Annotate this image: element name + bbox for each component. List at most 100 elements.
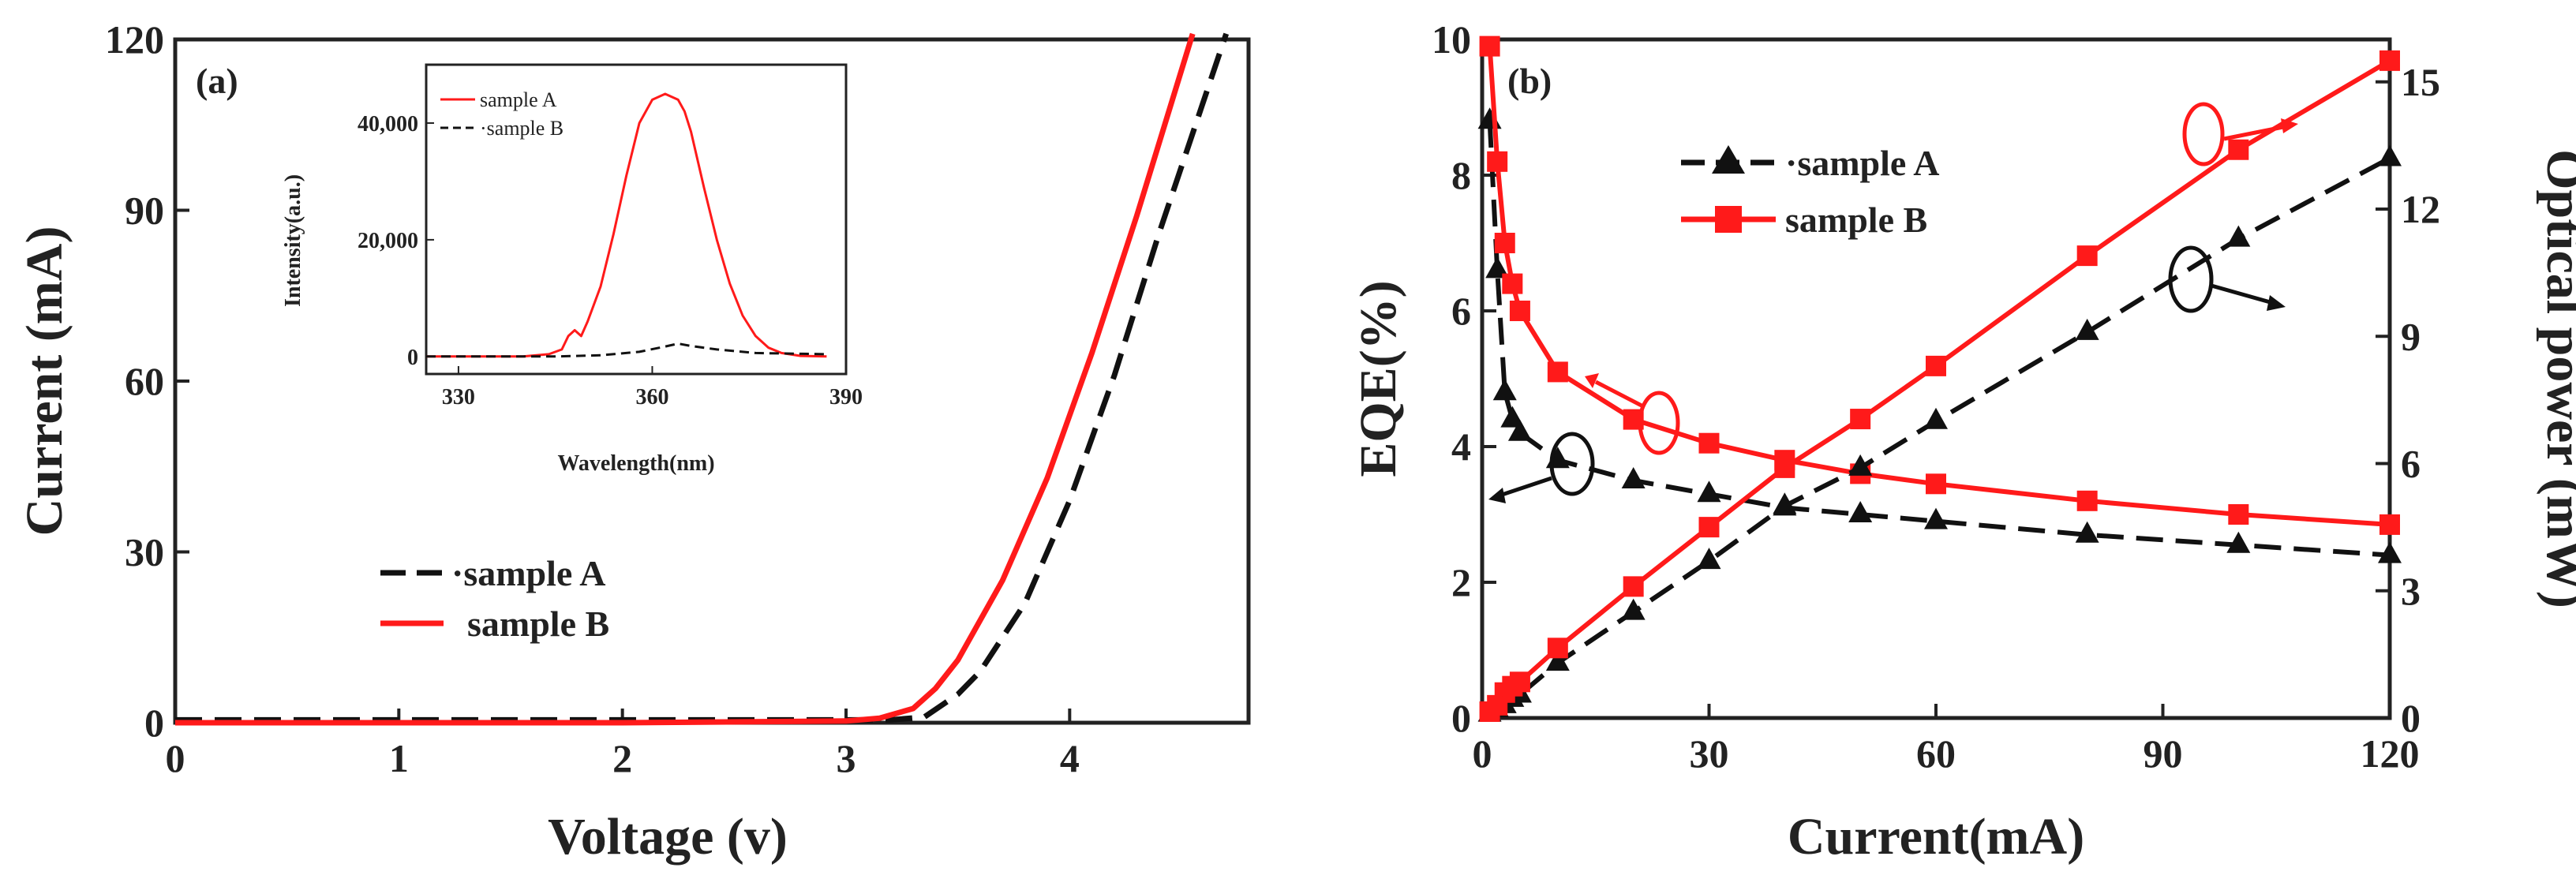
annotation-circle-a-eqe xyxy=(1549,432,1595,496)
x-tick-label: 1 xyxy=(389,736,409,780)
legend-marker-sample-b xyxy=(1715,206,1742,233)
inset-x-axis-title: Wavelength(nm) xyxy=(557,451,714,476)
data-point-sample-b-power xyxy=(1509,671,1530,693)
annotation-arrow-a-eqe xyxy=(1499,476,1552,498)
right-y-tick-label: 12 xyxy=(2401,187,2440,231)
data-point-sample-a-eqe xyxy=(1507,419,1532,441)
x-tick-label: 60 xyxy=(1916,731,1956,776)
data-point-sample-b-eqe xyxy=(1502,273,1523,294)
inset-y-tick-label: 40,000 xyxy=(358,112,418,136)
y-tick-label: 90 xyxy=(125,189,164,233)
y-tick-label: 60 xyxy=(125,359,164,403)
panel-b-label: (b) xyxy=(1507,61,1552,101)
data-point-sample-b-eqe xyxy=(2076,490,2098,511)
inset-y-tick-label: 0 xyxy=(407,346,418,370)
annotation-circle-a-power xyxy=(2168,245,2214,313)
panel-b-y-axis-title: EQE(%) xyxy=(1350,280,1407,477)
y-tick-label: 10 xyxy=(1432,17,1471,62)
panel-b-right-axis-title: Optical power (mW) xyxy=(2536,149,2576,608)
data-point-sample-a-power xyxy=(1621,598,1646,620)
inset-legend-label-sample-a: sample A xyxy=(480,88,557,111)
panel-b-chart: 0 30 60 90 120 0 2 4 6 8 10 0 3 6 9 12 15 (b) Current(… xyxy=(1350,17,2576,866)
y-tick-label: 8 xyxy=(1451,153,1471,197)
legend-label-sample-a: ·sample A xyxy=(451,553,606,593)
series-line-sample-b xyxy=(175,32,1196,726)
inset-series-line-sample-a xyxy=(426,92,827,358)
panel-a-y-axis-title: Current (mA) xyxy=(16,226,73,537)
inset-plot-frame xyxy=(425,63,848,376)
annotation-circle-b-power xyxy=(2182,102,2225,166)
data-point-sample-b-eqe xyxy=(1479,36,1500,57)
data-point-sample-a-power xyxy=(1848,454,1873,476)
series-line-sample-a xyxy=(175,32,1230,723)
x-tick-label: 120 xyxy=(2361,731,2420,776)
data-point-sample-b-power xyxy=(1926,355,1946,376)
panel-b-legend: ·sample A sample B xyxy=(1681,143,1940,240)
series-line-sample-a-power xyxy=(1488,155,2391,716)
inset-x-tick-label: 330 xyxy=(442,385,475,409)
data-point-sample-a-eqe xyxy=(2075,521,2099,543)
data-point-sample-b-eqe xyxy=(2228,504,2249,525)
legend-label-sample-b: sample B xyxy=(467,604,609,644)
right-y-tick-label: 9 xyxy=(2401,314,2421,358)
panel-b-x-axis-title: Current(mA) xyxy=(1788,808,2084,866)
series-line-sample-b-eqe xyxy=(1487,46,2391,527)
x-tick-label: 0 xyxy=(166,736,185,780)
x-tick-label: 90 xyxy=(2144,731,2183,776)
data-point-sample-b-power xyxy=(1547,638,1568,659)
annotation-arrow-b-power xyxy=(2223,124,2288,141)
data-point-sample-a-eqe xyxy=(2378,541,2402,563)
data-point-sample-a-power xyxy=(2226,225,2251,247)
panel-a-chart: 0 1 2 3 4 0 30 60 90 120 (a) Voltage (v) Current… xyxy=(16,17,1251,866)
y-tick-label: 0 xyxy=(1451,696,1471,740)
x-tick-label: 0 xyxy=(1473,731,1492,776)
y-tick-label: 0 xyxy=(144,701,164,745)
data-point-sample-a-eqe xyxy=(1697,481,1721,503)
annotation-arrowhead-b-power xyxy=(2281,118,2298,133)
right-y-tick-label: 0 xyxy=(2401,696,2421,740)
inset-x-tick-label: 360 xyxy=(635,385,668,409)
y-tick-label: 30 xyxy=(125,530,164,574)
y-tick-label: 4 xyxy=(1451,424,1471,469)
data-point-sample-b-eqe xyxy=(1494,233,1515,253)
data-point-sample-a-power xyxy=(1924,407,1948,429)
x-tick-label: 4 xyxy=(1060,736,1080,780)
data-point-sample-b-eqe xyxy=(1547,361,1568,383)
inset-series-line-sample-b xyxy=(426,342,827,358)
legend-label-sample-a-b: ·sample A xyxy=(1785,143,1940,183)
data-point-sample-a-eqe xyxy=(1848,501,1873,522)
inset-x-tick-label: 390 xyxy=(829,385,863,409)
annotation-arrowhead-b-eqe xyxy=(1585,373,1599,388)
legend-label-sample-b-b: sample B xyxy=(1785,200,1927,240)
data-point-sample-a-power xyxy=(1697,548,1721,570)
x-tick-label: 3 xyxy=(837,736,856,780)
data-point-sample-a-eqe xyxy=(1621,467,1646,488)
data-point-sample-a-power xyxy=(1773,492,1797,514)
annotations xyxy=(1488,102,2298,503)
data-point-sample-a-power xyxy=(2378,144,2402,166)
data-point-sample-a-power xyxy=(1545,649,1570,671)
inset-y-axis-title: Intensity(a.u.) xyxy=(281,174,305,307)
panel-a-legend: ·sample A sample B xyxy=(380,553,609,644)
data-point-sample-b-eqe xyxy=(1926,473,1946,495)
annotation-arrow-a-power xyxy=(2211,283,2274,305)
data-point-sample-b-eqe xyxy=(1509,301,1530,321)
series-line-sample-b-power xyxy=(1488,58,2391,714)
annotation-circle-b-eqe xyxy=(1638,391,1680,455)
annotation-arrow-b-eqe xyxy=(1594,380,1643,408)
data-point-sample-a-eqe xyxy=(1545,447,1570,469)
data-point-sample-a-eqe xyxy=(1492,379,1517,401)
data-point-sample-b-power xyxy=(2228,139,2249,160)
data-point-sample-a-eqe xyxy=(2226,531,2251,553)
inset-y-tick-label: 20,000 xyxy=(358,229,418,253)
data-point-sample-b-power xyxy=(2379,50,2400,71)
data-point-sample-b-eqe xyxy=(1698,432,1720,454)
data-point-sample-b-power xyxy=(1623,576,1644,597)
right-y-tick-label: 3 xyxy=(2401,569,2421,613)
legend-marker-sample-a xyxy=(1712,145,1745,174)
data-point-sample-a-eqe xyxy=(1924,507,1948,529)
data-point-sample-a-power xyxy=(2075,318,2099,340)
data-point-sample-b-power xyxy=(2076,245,2098,267)
right-y-tick-label: 15 xyxy=(2401,60,2440,104)
